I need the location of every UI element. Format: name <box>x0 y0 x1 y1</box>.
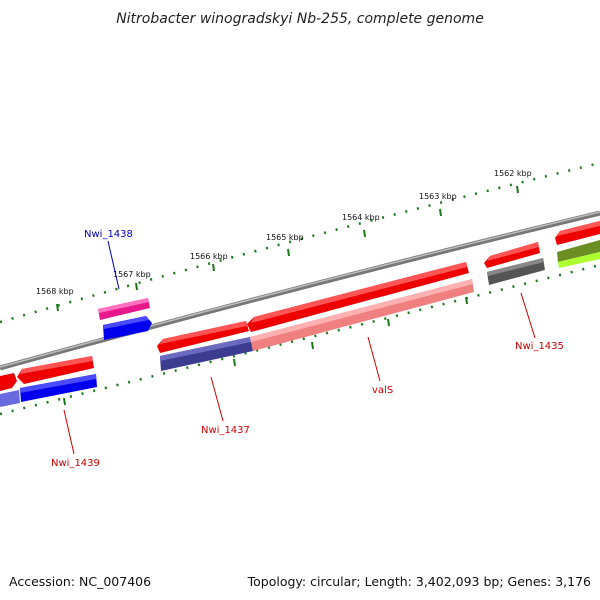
tick-label-1562: 1562 kbp <box>494 169 532 178</box>
block-right-lime[interactable] <box>558 252 600 268</box>
gene-labels: Nwi_1438 Nwi_1439 Nwi_1437 valS Nwi_1435 <box>51 229 564 469</box>
map-title: Nitrobacter winogradskyi Nb-255, complet… <box>116 11 484 27</box>
tick-label-1567: 1567 kbp <box>113 270 151 279</box>
inner-tick-1 <box>63 397 66 406</box>
inner-tick-5 <box>465 296 468 305</box>
tick-label-1568: 1568 kbp <box>36 287 74 296</box>
tick-1562 <box>516 185 519 194</box>
inner-tick-3 <box>311 341 314 350</box>
label-nwi-1438[interactable]: Nwi_1438 <box>84 229 133 240</box>
inner-tick-track <box>0 263 600 416</box>
tick-label-1565: 1565 kbp <box>266 233 304 242</box>
accession-text: Accession: NC_007406 <box>9 574 152 589</box>
tick-label-1563: 1563 kbp <box>419 192 457 201</box>
inner-tick-2 <box>233 358 236 367</box>
gene-callouts <box>63 240 536 455</box>
tick-label-1564: 1564 kbp <box>342 213 380 222</box>
tick-1566 <box>212 263 215 272</box>
label-vals[interactable]: valS <box>372 385 393 396</box>
tick-1567 <box>135 282 138 291</box>
label-nwi-1435[interactable]: Nwi_1435 <box>515 341 564 352</box>
tick-1563 <box>439 208 442 217</box>
outer-tick-track <box>0 161 600 324</box>
tick-1565 <box>287 248 290 257</box>
gene-left-edge[interactable] <box>0 373 17 391</box>
forward-genes <box>0 221 600 391</box>
block-right-olive[interactable] <box>557 240 600 262</box>
label-nwi-1437[interactable]: Nwi_1437 <box>201 425 250 436</box>
genome-stats-text: Topology: circular; Length: 3,402,093 bp… <box>247 574 591 589</box>
label-nwi-1439[interactable]: Nwi_1439 <box>51 458 100 469</box>
inner-tick-4 <box>387 318 390 327</box>
annotation-blocks <box>0 240 600 407</box>
gene-nwi-1438-cds[interactable] <box>103 316 152 340</box>
block-left-edge[interactable] <box>0 390 20 407</box>
tick-label-1566: 1566 kbp <box>190 252 228 261</box>
tick-labels: 1568 kbp 1567 kbp 1566 kbp 1565 kbp 1564… <box>36 169 532 296</box>
genome-backbone <box>0 210 600 371</box>
tick-marks <box>56 185 519 312</box>
tick-1564 <box>363 229 366 238</box>
tick-1568 <box>56 303 59 312</box>
